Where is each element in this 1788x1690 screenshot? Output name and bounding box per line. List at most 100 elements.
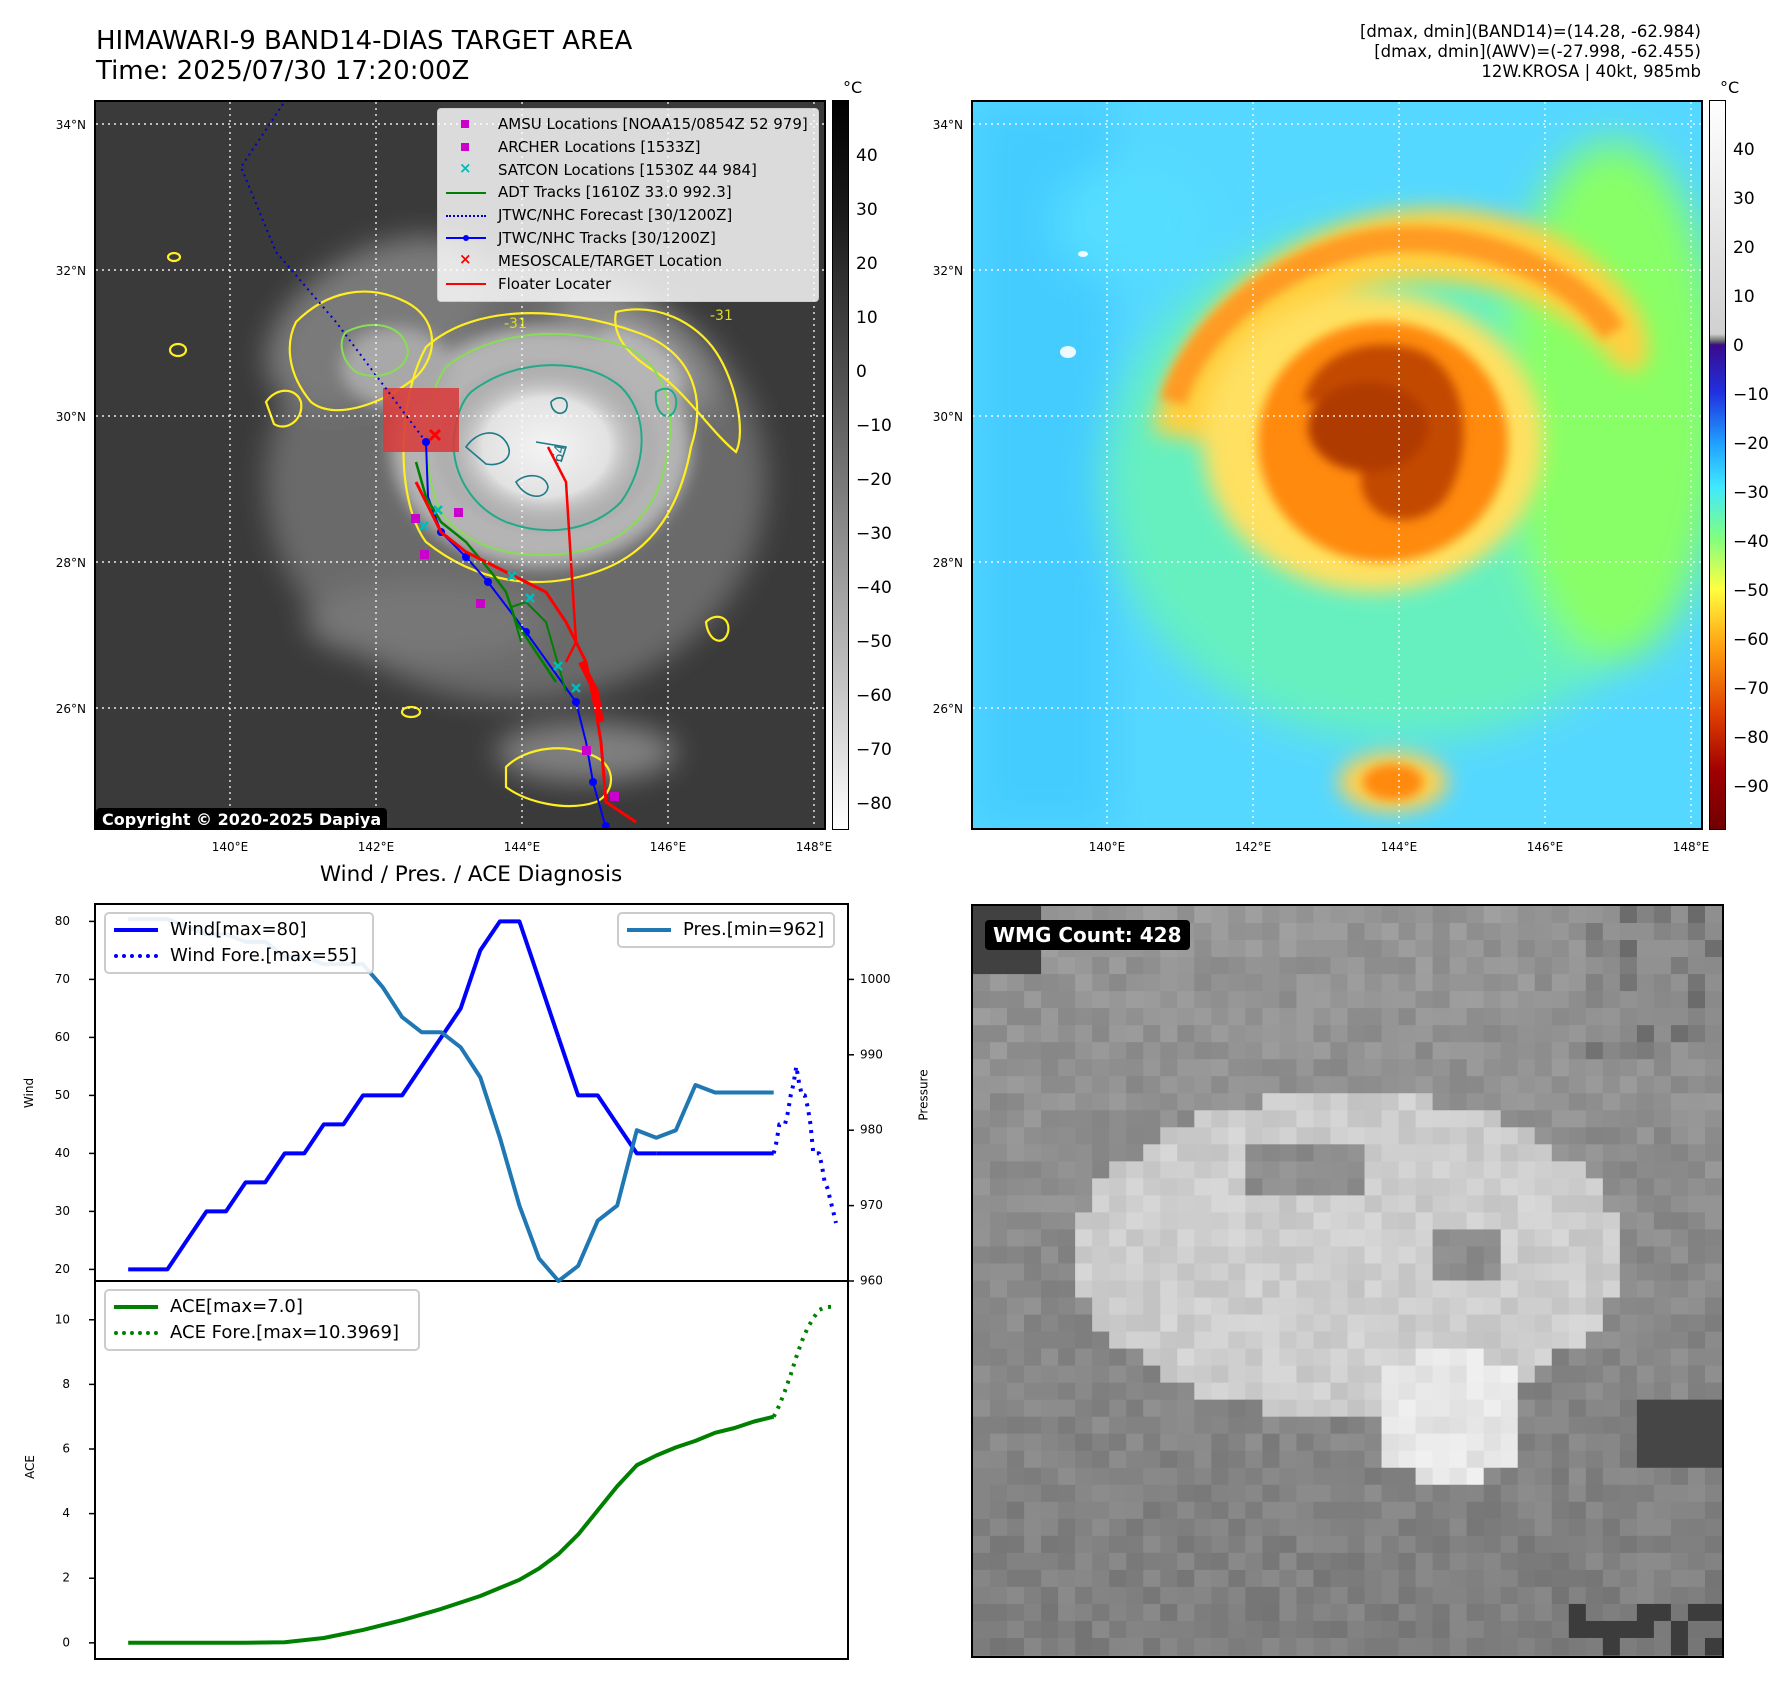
wmg-pixel xyxy=(1619,906,1638,924)
wmg-pixel xyxy=(1143,1025,1161,1043)
legend-item-archer: ARCHER Locations [1533Z] xyxy=(446,136,810,159)
wmg-pixel xyxy=(1347,991,1366,1009)
wmg-pixel xyxy=(973,991,991,1009)
wmg-pixel xyxy=(1653,1110,1672,1128)
wmg-pixel xyxy=(1330,1603,1349,1622)
wmg-pixel xyxy=(1704,1467,1722,1486)
wmg-pixel xyxy=(1024,1297,1042,1316)
wmg-pixel xyxy=(1126,1025,1144,1043)
wmg-pixel xyxy=(1279,1586,1298,1605)
wmg-pixel xyxy=(1262,940,1281,958)
wmg-pixel xyxy=(1704,940,1722,958)
wmg-pixel xyxy=(1194,991,1212,1009)
wmg-pixel xyxy=(1568,991,1587,1009)
wmg-pixel xyxy=(1585,1280,1604,1299)
wmg-pixel xyxy=(1194,1076,1212,1094)
wmg-pixel xyxy=(1177,1620,1195,1639)
wmg-pixel xyxy=(1670,1382,1689,1401)
wmg-pixel xyxy=(1211,1195,1229,1214)
wmg-pixel xyxy=(1568,1059,1587,1077)
wmg-pixel xyxy=(1381,1263,1400,1282)
wmg-pixel xyxy=(1007,1484,1025,1503)
wmg-pixel xyxy=(1687,1569,1706,1588)
wmg-pixel xyxy=(1262,1501,1281,1520)
wmg-pixel xyxy=(1109,1093,1127,1111)
wmg-pixel xyxy=(1449,1280,1468,1299)
wmg-pixel xyxy=(1670,1042,1689,1060)
wmg-pixel xyxy=(1296,974,1315,992)
wmg-pixel xyxy=(1636,1144,1655,1162)
wmg-pixel xyxy=(1024,1263,1042,1282)
wmg-pixel xyxy=(1636,1535,1655,1554)
wmg-pixel xyxy=(1602,957,1621,975)
wmg-pixel xyxy=(1194,1331,1212,1350)
wmg-pixel xyxy=(1041,1603,1059,1622)
wmg-pixel xyxy=(1279,1093,1298,1111)
wmg-pixel xyxy=(1653,957,1672,975)
wmg-pixel xyxy=(1262,1586,1281,1605)
ace-tick-label: 2 xyxy=(62,1571,70,1585)
wmg-pixel xyxy=(1619,1501,1638,1520)
wmg-pixel xyxy=(1568,1620,1587,1639)
wmg-pixel xyxy=(1024,1603,1042,1622)
wmg-pixel xyxy=(1160,1314,1178,1333)
contour-label-minus31: -31 xyxy=(504,316,527,332)
wmg-pixel xyxy=(990,1280,1008,1299)
wmg-pixel xyxy=(1228,1365,1246,1384)
wmg-pixel xyxy=(1041,1229,1059,1248)
wmg-pixel xyxy=(1007,1059,1025,1077)
wmg-pixel xyxy=(1228,957,1246,975)
wmg-pixel xyxy=(1602,1484,1621,1503)
wmg-pixel xyxy=(1602,1263,1621,1282)
wmg-pixel xyxy=(1296,1093,1315,1111)
wmg-pixel xyxy=(1075,1008,1093,1026)
wmg-pixel xyxy=(1279,957,1298,975)
wmg-pixel xyxy=(1228,1280,1246,1299)
wmg-pixel xyxy=(1194,1450,1212,1469)
wmg-pixel xyxy=(1415,991,1434,1009)
wmg-pixel xyxy=(1517,991,1536,1009)
wmg-pixel xyxy=(1432,1297,1451,1316)
wmg-pixel xyxy=(1245,1161,1263,1179)
pressure-axis-label: Pressure xyxy=(916,1069,931,1121)
wmg-pixel xyxy=(1177,1297,1195,1316)
wmg-pixel xyxy=(1500,923,1519,941)
wmg-pixel xyxy=(1381,1280,1400,1299)
wmg-pixel xyxy=(1211,1518,1229,1537)
wmg-pixel xyxy=(1415,1144,1434,1162)
wmg-pixel xyxy=(1092,1212,1110,1231)
wmg-pixel xyxy=(1585,1297,1604,1316)
wmg-pixel xyxy=(1330,1076,1349,1094)
wmg-pixel xyxy=(1534,1246,1553,1265)
wmg-pixel xyxy=(1534,1569,1553,1588)
wmg-pixel xyxy=(1432,957,1451,975)
wmg-pixel xyxy=(1704,1025,1722,1043)
wmg-pixel xyxy=(1024,1144,1042,1162)
wmg-pixel xyxy=(1160,1467,1178,1486)
wmg-pixel xyxy=(1160,1535,1178,1554)
wmg-pixel xyxy=(1279,1603,1298,1622)
wmg-pixel xyxy=(1619,1603,1638,1622)
wmg-pixel xyxy=(1415,1620,1434,1639)
wmg-pixel xyxy=(1279,1382,1298,1401)
wmg-pixel xyxy=(973,1348,991,1367)
wmg-pixel xyxy=(1024,1127,1042,1145)
wmg-pixel xyxy=(1262,1297,1281,1316)
wmg-pixel xyxy=(1330,1552,1349,1571)
wmg-pixel xyxy=(1092,1552,1110,1571)
wmg-pixel xyxy=(1551,1212,1570,1231)
wmg-pixel xyxy=(1075,1569,1093,1588)
wmg-pixel xyxy=(1024,1620,1042,1639)
wmg-pixel xyxy=(1041,1110,1059,1128)
wmg-pixel xyxy=(1296,1314,1315,1333)
wmg-pixel xyxy=(1602,1603,1621,1622)
wmg-pixel xyxy=(1704,1416,1722,1435)
wmg-pixel xyxy=(973,1059,991,1077)
wmg-pixel xyxy=(1534,1620,1553,1639)
wmg-pixel xyxy=(1551,1025,1570,1043)
wmg-pixel xyxy=(1687,1603,1706,1622)
wmg-pixel xyxy=(1262,1433,1281,1452)
wmg-pixel xyxy=(1160,1161,1178,1179)
wmg-pixel xyxy=(1619,1416,1638,1435)
wmg-pixel xyxy=(1551,1059,1570,1077)
